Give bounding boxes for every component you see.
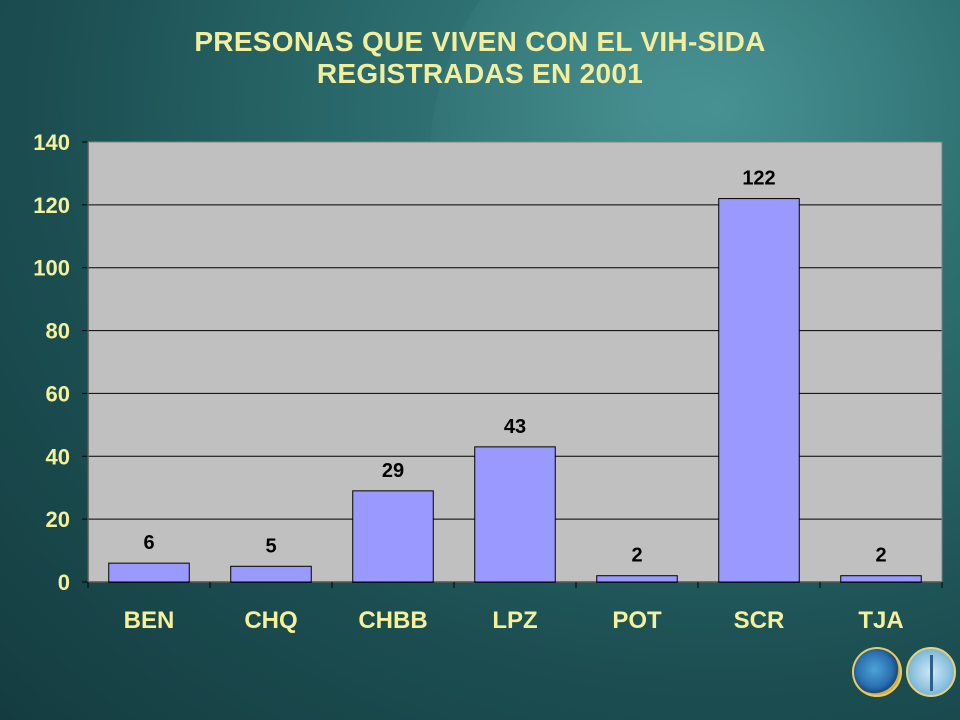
data-label-tja: 2 [875, 545, 886, 567]
bar-pot [596, 575, 678, 583]
chart-title-line-2: REGISTRADAS EN 2001 [316, 58, 644, 89]
bar-ben [108, 562, 190, 583]
y-tick-label: 100 [33, 256, 70, 281]
x-tick-label-pot: POT [612, 607, 662, 634]
bar-chbb [352, 490, 434, 583]
x-tick-label-scr: SCR [734, 607, 785, 634]
x-tick-label-tja: TJA [858, 607, 903, 634]
chart-title: PRESONAS QUE VIVEN CON EL VIH-SIDA REGIS… [0, 26, 960, 90]
y-tick-label: 80 [46, 319, 70, 344]
y-tick-label: 0 [58, 570, 70, 595]
bar-tja [840, 575, 922, 583]
data-label-ben: 6 [143, 532, 154, 554]
paho-logo-icon [852, 647, 902, 697]
x-tick-label-lpz: LPZ [492, 607, 537, 634]
bar-lpz [474, 446, 556, 583]
x-tick-label-ben: BEN [124, 607, 175, 634]
bar-scr [718, 198, 800, 583]
logo-group [852, 647, 958, 699]
y-tick-label: 120 [33, 193, 70, 218]
data-label-chbb: 29 [382, 460, 404, 482]
y-tick-label: 40 [46, 444, 70, 469]
x-tick-label-chbb: CHBB [358, 607, 427, 634]
y-tick-label: 20 [46, 507, 70, 532]
data-label-scr: 122 [742, 168, 775, 190]
chart-title-line-1: PRESONAS QUE VIVEN CON EL VIH-SIDA [194, 26, 766, 57]
bar-chq [230, 565, 312, 583]
data-label-lpz: 43 [504, 416, 526, 438]
who-logo-icon [906, 647, 956, 697]
y-tick-label: 140 [33, 130, 70, 155]
data-label-pot: 2 [631, 545, 642, 567]
data-label-chq: 5 [265, 535, 276, 557]
x-tick-label-chq: CHQ [244, 607, 297, 634]
y-tick-label: 60 [46, 381, 70, 406]
